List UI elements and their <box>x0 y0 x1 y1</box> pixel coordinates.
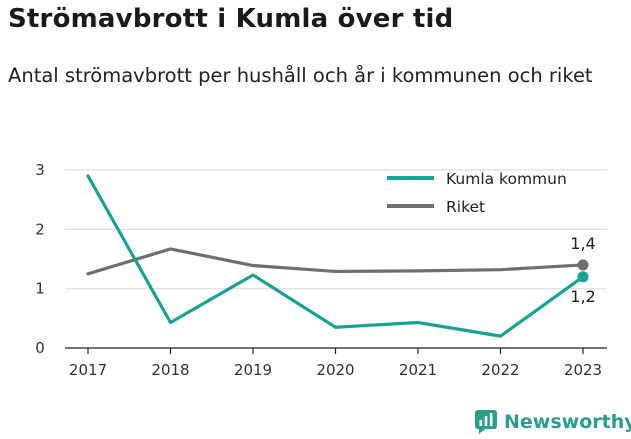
x-tick-label: 2018 <box>151 361 189 379</box>
legend-label: Riket <box>446 198 485 216</box>
chart-subtitle: Antal strömavbrott per hushåll och år i … <box>8 64 593 87</box>
x-tick-label: 2021 <box>399 361 437 379</box>
y-tick-label: 2 <box>35 220 45 238</box>
series-end-point <box>577 259 589 271</box>
x-axis: 2017 2018 2019 2020 2021 2022 2023 <box>65 347 607 379</box>
x-tick-label: 2019 <box>234 361 272 379</box>
x-tick-label: 2017 <box>69 361 107 379</box>
brand-name: Newsworthy <box>504 411 631 433</box>
y-tick-label: 1 <box>35 280 45 298</box>
newsworthy-logo-icon <box>475 410 497 434</box>
data-label: 1,2 <box>570 287 595 306</box>
brand-logo: Newsworthy <box>475 407 631 437</box>
legend-label: Kumla kommun <box>446 170 567 188</box>
x-tick-label: 2020 <box>316 361 354 379</box>
x-tick-label: 2022 <box>481 361 519 379</box>
y-tick-label: 0 <box>35 339 45 357</box>
series-lines: 1,4 1,2 <box>86 174 596 338</box>
legend: Kumla kommun Riket <box>387 170 567 216</box>
series-end-point <box>577 271 589 283</box>
series-line-kumla <box>86 174 585 338</box>
x-tick-label: 2023 <box>564 361 602 379</box>
y-tick-label: 3 <box>35 161 45 179</box>
grid-lines <box>65 169 607 290</box>
data-label: 1,4 <box>570 234 595 253</box>
series-line-riket <box>86 247 585 276</box>
chart-title: Strömavbrott i Kumla över tid <box>8 4 454 34</box>
y-axis: 0 1 2 3 <box>35 161 45 357</box>
